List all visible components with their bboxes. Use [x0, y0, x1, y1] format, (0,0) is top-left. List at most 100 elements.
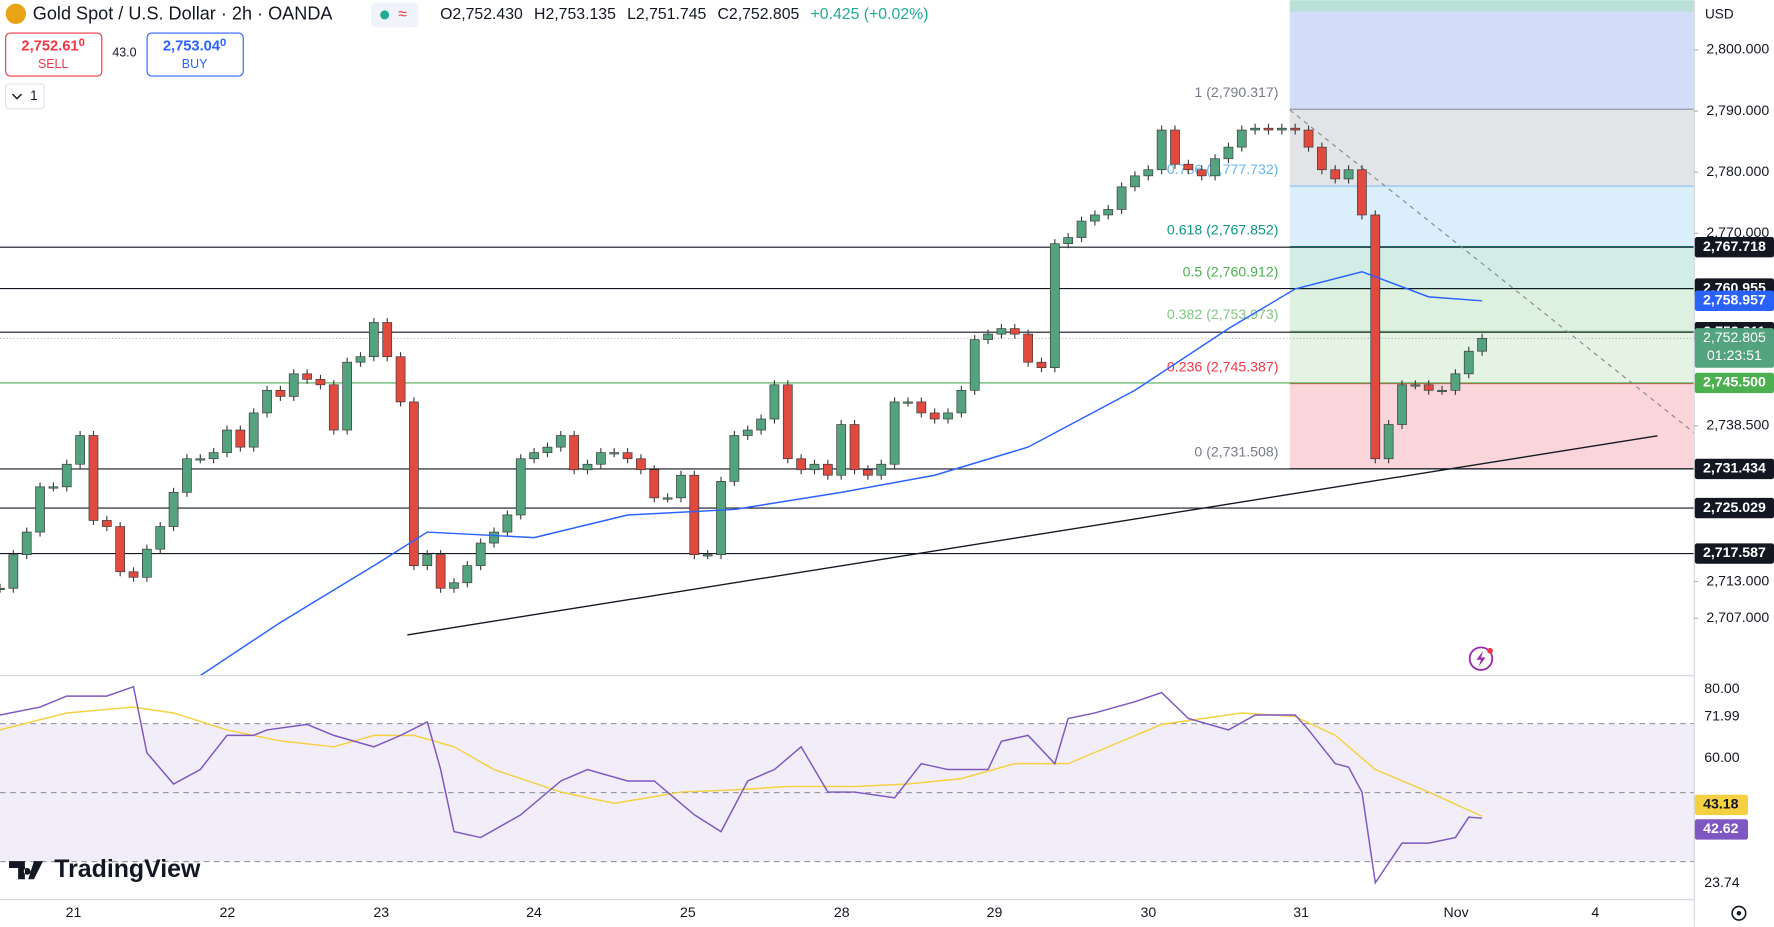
trade-panel: 2,752.610 SELL 43.0 2,753.040 BUY 1: [5, 32, 244, 110]
candle-body: [342, 361, 353, 431]
candle-body: [0, 587, 5, 590]
y-tick-label: 2,780.000: [1706, 163, 1769, 179]
indicator-toggle[interactable]: [5, 83, 45, 110]
candle-body: [262, 389, 272, 414]
x-tick-label: 29: [987, 904, 1003, 920]
candle-body: [168, 492, 179, 527]
candle-body: [395, 356, 406, 403]
candle-body: [916, 401, 927, 414]
candle-body: [422, 554, 433, 566]
candle-body: [1196, 169, 1207, 177]
candle-body: [248, 412, 259, 448]
candle-body: [662, 497, 673, 500]
sell-button[interactable]: [5, 32, 103, 77]
candle-body: [756, 418, 766, 431]
candle-body: [1463, 350, 1474, 375]
candle-body: [101, 520, 112, 527]
y-tick-label: 2,713.000: [1706, 572, 1769, 588]
candle-body: [475, 542, 486, 566]
candles: [0, 123, 1487, 677]
candle-body: [1170, 129, 1180, 165]
y-tick-label: 2,738.500: [1706, 416, 1769, 432]
x-tick-label: 22: [220, 904, 236, 920]
candle-body: [328, 384, 339, 431]
candle-body: [1156, 129, 1167, 171]
header: Gold Spot / U.S. Dollar · 2h · OANDA ≈ O…: [5, 2, 929, 28]
price-tag-label: 2,758.957: [1703, 291, 1766, 307]
alert-icon[interactable]: [1468, 646, 1494, 671]
candle-body: [702, 554, 713, 557]
candle-body: [1303, 129, 1314, 148]
buy-label: BUY: [182, 57, 208, 71]
price-tag: [1694, 497, 1774, 519]
candle-body: [368, 322, 379, 358]
candle-body: [929, 412, 940, 420]
axis-labels: 2,800.000 2,790.000 2,780.000 2,770.000 2,73…: [1693, 41, 1774, 890]
rsi-pane: [0, 685, 1694, 885]
fib-band: [1289, 383, 1694, 469]
rsi-line: [0, 685, 1483, 885]
y-tick-label: 2,770.000: [1706, 224, 1769, 240]
candle-body: [1276, 127, 1287, 131]
candle-body: [1250, 127, 1260, 131]
settings-icon[interactable]: [1731, 905, 1747, 921]
market-open-dot: [380, 10, 390, 20]
candle-body: [449, 582, 459, 589]
price-tag-label: 2,717.587: [1703, 544, 1766, 560]
candle-body: [8, 554, 19, 589]
low: L2,751.745: [627, 6, 706, 23]
candle-body: [542, 446, 553, 453]
fib-band: [1289, 288, 1694, 332]
candle-body: [1076, 220, 1087, 238]
candle-body: [876, 463, 887, 476]
candle-body: [409, 401, 419, 566]
buy-button[interactable]: [146, 32, 244, 77]
candle-body: [235, 429, 246, 448]
candle-body: [889, 401, 900, 465]
price-tag: [1694, 543, 1774, 564]
candle-body: [355, 356, 366, 363]
candle-body: [1343, 169, 1354, 180]
x-tick-label: 4: [1591, 904, 1599, 920]
buy-price-sup: 0: [220, 37, 226, 49]
candle-body: [222, 429, 232, 453]
y-tick-label: 2,707.000: [1706, 609, 1769, 625]
candle-body: [1036, 361, 1047, 369]
candle-body: [1317, 146, 1327, 171]
candle-body: [21, 531, 32, 555]
candle-body: [809, 463, 820, 471]
candle-body: [609, 452, 620, 455]
candle-body: [1370, 214, 1381, 460]
sell-label: SELL: [38, 57, 69, 71]
candle-body: [769, 384, 780, 420]
candle-body: [796, 458, 807, 471]
candle-body: [969, 339, 980, 391]
candle-body: [1023, 333, 1033, 363]
candle-body: [1143, 169, 1154, 177]
y-tick-label: 2,800.000: [1706, 41, 1769, 57]
level-lines: [0, 246, 1694, 555]
candle-body: [863, 469, 873, 476]
price-tag-label: 2,767.718: [1703, 238, 1766, 254]
candle-body: [1397, 384, 1407, 425]
candle-body: [1423, 384, 1434, 391]
x-tick-label: 24: [526, 904, 542, 920]
candle-body: [983, 333, 993, 340]
buy-price: 2,753.040: [163, 37, 226, 54]
fib-band: [1289, 0, 1694, 12]
rsi-tag-label: 43.18: [1703, 796, 1738, 812]
candle-body: [48, 486, 59, 489]
fib-band: [1289, 331, 1694, 384]
candle-body: [1049, 243, 1060, 369]
symbol-icon: [5, 3, 27, 24]
candle-body: [1103, 209, 1114, 216]
candle-body: [61, 463, 72, 488]
candle-body: [1116, 186, 1127, 210]
candle-body: [142, 548, 152, 578]
change: +0.425 (+0.02%): [811, 6, 929, 23]
candle-body: [716, 481, 726, 555]
alert-bolt: [1476, 650, 1486, 667]
fib-band: [1289, 186, 1694, 247]
x-tick-label: 30: [1140, 904, 1156, 920]
candle-body: [1090, 214, 1100, 222]
